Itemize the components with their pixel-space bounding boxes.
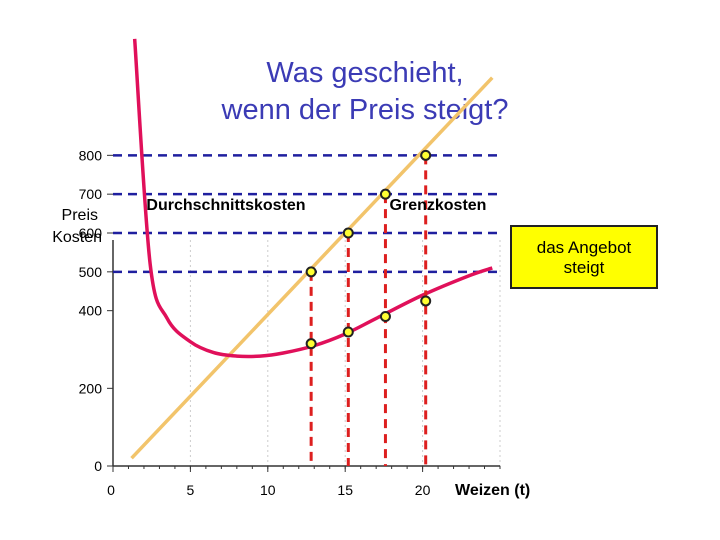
average-cost-label: Durchschnittskosten [146, 197, 305, 214]
title-line-1: Was geschieht, [266, 57, 464, 89]
x-axis-label: Weizen (t) [455, 482, 530, 499]
average-cost-point-1 [305, 338, 317, 350]
marginal-cost-point-3 [379, 188, 391, 200]
y-tick-label-200: 200 [79, 380, 103, 396]
y-tick-label-800: 800 [79, 147, 103, 163]
marginal-cost-point-1 [305, 266, 317, 278]
x-tick-label-5: 5 [187, 482, 195, 498]
y-tick-label-700: 700 [79, 186, 103, 202]
callout-line-1: das Angebot [536, 238, 632, 257]
x-tick-label-20: 20 [415, 482, 431, 498]
average-cost-point-2 [342, 326, 354, 338]
x-tick-label-10: 10 [260, 482, 276, 498]
average-cost-point-3 [379, 310, 391, 322]
y-tick-label-400: 400 [79, 303, 103, 319]
y-tick-label-500: 500 [79, 264, 103, 280]
x-tick-label-0: 0 [107, 482, 115, 498]
y-tick-label-0: 0 [94, 458, 102, 474]
x-tick-label-15: 15 [337, 482, 353, 498]
supply-rises-callout: das Angebot steigt [510, 225, 658, 289]
average-cost-point-4 [420, 295, 432, 307]
y-axis-label-line-1: Preis [62, 207, 98, 224]
marginal-cost-point-4 [420, 149, 432, 161]
y-tick-label-600: 600 [79, 225, 103, 241]
marginal-cost-label: Grenzkosten [390, 197, 487, 214]
y-axis-label-line-2: Kosten [52, 229, 102, 246]
callout-line-2: steigt [563, 258, 605, 277]
average-cost-curve [132, 38, 493, 359]
marginal-cost-point-2 [342, 227, 354, 239]
